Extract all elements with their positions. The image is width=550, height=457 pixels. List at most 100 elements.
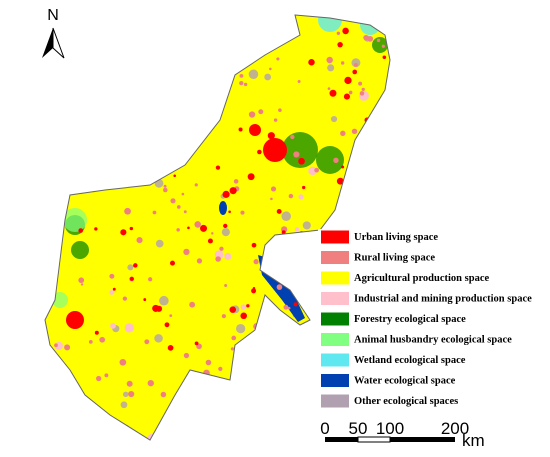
urban-patch [61,373,68,380]
urban-patch [171,402,177,408]
rural-patch [193,379,201,386]
rural-patch [68,58,74,65]
urban-patch [382,55,387,60]
urban-patch [285,398,289,402]
industrial-patch [240,304,247,310]
urban-patch [56,127,61,133]
rural-patch [80,283,84,286]
rural-patch [86,63,91,68]
urban-patch [171,72,178,79]
rural-patch [92,410,98,416]
rural-patch [122,296,128,301]
rural-patch [340,61,345,65]
industrial-patch [77,407,83,413]
rural-patch [239,80,244,86]
urban-patch [200,224,208,232]
rural-patch [160,425,167,431]
rural-patch [51,72,55,75]
urban-patch [222,190,230,198]
rural-patch [333,157,339,164]
rural-patch [363,34,369,41]
rural-patch [293,151,300,158]
scale-label: 200 [441,419,469,438]
rural-patch [278,108,282,113]
urban-patch [187,226,190,230]
other-patch [156,77,163,84]
city-patch [249,124,261,136]
rural-patch [109,25,114,31]
urban-patch [94,330,99,335]
other-patch [211,15,221,22]
other-patch [37,408,43,414]
legend-swatch [321,271,349,285]
urban-patch [68,56,71,60]
rural-patch [93,411,100,419]
rural-patch [147,379,154,387]
rural-patch [127,108,133,114]
rural-patch [183,352,190,359]
rural-patch [288,193,294,199]
rural-patch [176,205,181,209]
rural-patch [253,259,259,265]
urban-patch [291,332,295,336]
scale-segment [390,437,455,442]
rural-patch [57,136,61,140]
rural-patch [327,87,331,90]
legend-swatch [321,251,349,264]
rural-patch [43,440,46,443]
north-label: N [47,7,59,24]
urban-patch [49,396,56,403]
urban-patch [74,32,78,36]
rural-patch [180,21,186,28]
rural-patch [276,57,280,61]
region-outline [44,14,391,441]
urban-patch [89,402,95,408]
urban-patch [223,223,228,229]
rural-patch [257,427,264,433]
rural-patch [53,52,59,58]
other-patch [159,295,169,306]
rural-patch [74,405,81,412]
other-patch [127,264,134,271]
legend-label: Wetland ecological space [354,355,466,366]
rural-patch [99,336,106,343]
rural-patch [293,353,297,357]
rural-patch [45,421,47,428]
rural-patch [113,41,119,47]
urban-patch [164,149,167,153]
urban-patch [45,109,50,115]
urban-patch [290,385,294,389]
rural-patch [183,210,187,214]
rural-patch [221,314,226,319]
other-patch [327,64,335,72]
rural-patch [99,46,104,51]
rural-patch [197,387,202,393]
rural-patch [219,246,224,251]
rural-patch [268,303,275,310]
rural-patch [45,106,46,113]
urban-patch [225,33,231,39]
urban-patch [252,18,256,22]
rural-patch [181,192,185,196]
scale-unit: km [462,431,485,450]
industrial-patch [267,409,272,414]
rural-patch [232,364,238,370]
rural-patch [314,167,320,173]
rural-patch [193,32,199,38]
rural-patch [109,116,114,122]
urban-patch [298,157,305,165]
rural-patch [69,37,75,43]
industrial-patch [377,219,384,225]
rural-patch [264,256,269,262]
industrial-patch [260,327,267,335]
rural-patch [240,210,245,215]
urban-patch [341,165,345,169]
rural-patch [51,435,57,440]
rural-patch [126,380,133,387]
rural-patch [196,258,203,264]
rural-patch [287,306,291,310]
rural-patch [69,136,74,141]
rural-patch [272,25,280,32]
rural-patch [297,79,301,83]
rural-patch [163,184,167,188]
